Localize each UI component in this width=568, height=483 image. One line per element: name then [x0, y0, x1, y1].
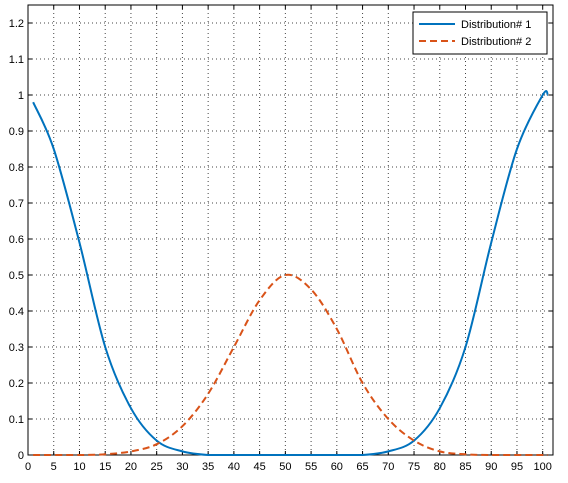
- series-line-2: [33, 273, 548, 457]
- x-tick-label: 60: [331, 461, 343, 473]
- x-tick-label: 55: [305, 461, 317, 473]
- x-tick-label: 45: [253, 461, 265, 473]
- x-tick-label: 70: [382, 461, 394, 473]
- grid: [28, 5, 553, 455]
- x-tick-label: 50: [279, 461, 291, 473]
- axes-box: [27, 4, 554, 456]
- x-tick-label: 90: [485, 461, 497, 473]
- y-tick-label: 1.2: [9, 18, 24, 30]
- x-tick-label: 5: [51, 461, 57, 473]
- plot-area: [32, 90, 549, 457]
- x-tick-label: 100: [534, 461, 552, 473]
- x-tick-label: 65: [356, 461, 368, 473]
- legend-box: [412, 11, 548, 55]
- legend-label-2: Distribution# 2: [461, 36, 531, 48]
- y-tick-label: 0.7: [9, 198, 24, 210]
- x-tick-label: 30: [176, 461, 188, 473]
- y-tick-label: 0.6: [9, 234, 24, 246]
- legend-label-1: Distribution# 1: [461, 19, 531, 31]
- x-tick-label: 35: [202, 461, 214, 473]
- y-tick-label: 0.8: [9, 162, 24, 174]
- x-tick-label: 75: [408, 461, 420, 473]
- x-tick-label: 25: [151, 461, 163, 473]
- x-tick-label: 10: [73, 461, 85, 473]
- y-tick-label: 0.2: [9, 378, 24, 390]
- x-tick-label: 80: [434, 461, 446, 473]
- y-tick-label: 1: [18, 90, 24, 102]
- legend: Distribution# 1 Distribution# 2: [412, 11, 548, 55]
- y-tick-label: 0.5: [9, 270, 24, 282]
- y-tick-label: 0.3: [9, 342, 24, 354]
- axes: 0 5 10 15 20 25 30 35 40 45 50 55 60 65 70 75 80 85 90 95 10…: [9, 4, 554, 473]
- x-tick-label: 40: [228, 461, 240, 473]
- x-tick-label: 0: [25, 461, 31, 473]
- y-tick-label: 0.9: [9, 126, 24, 138]
- y-tick-label: 0: [18, 450, 24, 462]
- x-tick-label: 95: [511, 461, 523, 473]
- series-line-1: [32, 90, 549, 457]
- x-tick-label: 15: [99, 461, 111, 473]
- x-tick-label: 85: [459, 461, 471, 473]
- y-tick-label: 0.1: [9, 414, 24, 426]
- y-tick-label: 1.1: [9, 54, 24, 66]
- x-tick-label: 20: [125, 461, 137, 473]
- y-tick-label: 0.4: [9, 306, 24, 318]
